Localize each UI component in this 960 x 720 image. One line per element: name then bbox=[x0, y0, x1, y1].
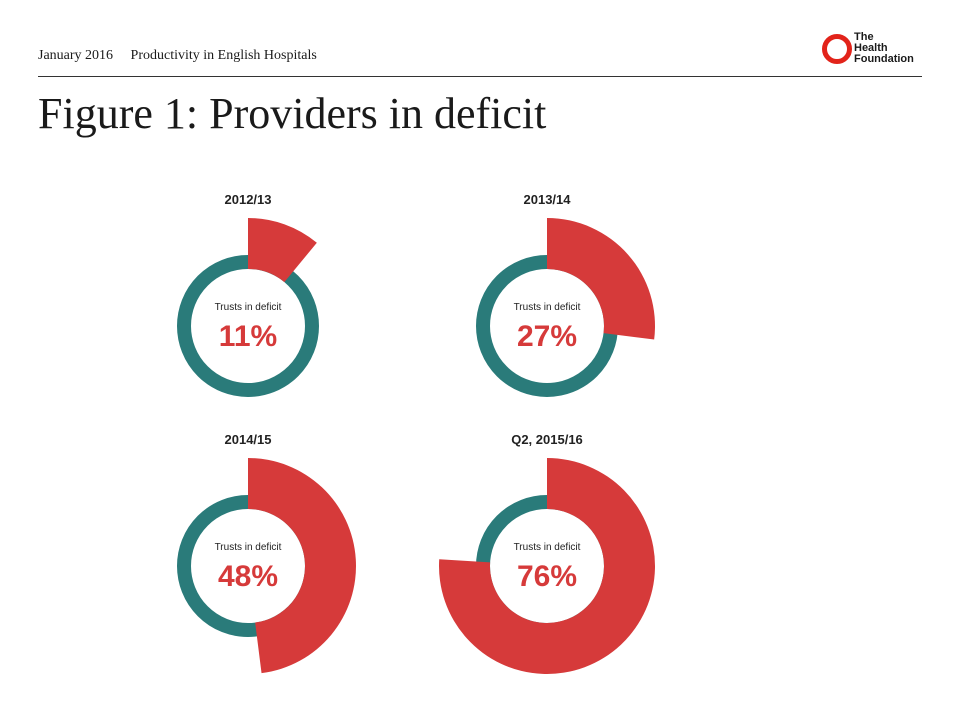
logo-line-1: The bbox=[854, 31, 874, 43]
header-divider bbox=[38, 76, 922, 77]
chart-3-deficit-slice bbox=[248, 458, 356, 674]
chart-1-inner-label: Trusts in deficit bbox=[215, 302, 282, 313]
chart-3-title: 2014/15 bbox=[225, 432, 272, 447]
health-foundation-logo: The Health Foundation bbox=[822, 32, 932, 68]
logo-wordmark: The Health Foundation bbox=[854, 32, 934, 65]
chart-3-inner-label: Trusts in deficit bbox=[215, 542, 282, 553]
chart-4-inner-label: Trusts in deficit bbox=[514, 542, 581, 553]
figure-title: Figure 1: Providers in deficit bbox=[38, 89, 547, 138]
chart-4-title: Q2, 2015/16 bbox=[511, 432, 583, 447]
chart-4-deficit-slice bbox=[439, 458, 655, 674]
chart-2-value-label: 27% bbox=[517, 320, 577, 353]
red-ring-logo-icon bbox=[822, 34, 852, 64]
chart-2-title: 2013/14 bbox=[524, 192, 572, 207]
logo-line-3: Foundation bbox=[854, 53, 914, 65]
header: January 2016 Productivity in English Hos… bbox=[38, 48, 331, 64]
chart-4-value-label: 76% bbox=[517, 560, 577, 593]
chart-2-deficit-slice bbox=[547, 218, 655, 340]
logo-line-2: Health bbox=[854, 42, 888, 54]
header-report-title: Productivity in English Hospitals bbox=[130, 48, 317, 63]
chart-3-value-label: 48% bbox=[218, 560, 278, 593]
chart-1-value-label: 11% bbox=[219, 320, 277, 353]
chart-1-title: 2012/13 bbox=[225, 192, 272, 207]
chart-1-deficit-slice bbox=[248, 218, 317, 283]
chart-2-inner-label: Trusts in deficit bbox=[514, 302, 581, 313]
header-date: January 2016 bbox=[38, 48, 114, 63]
